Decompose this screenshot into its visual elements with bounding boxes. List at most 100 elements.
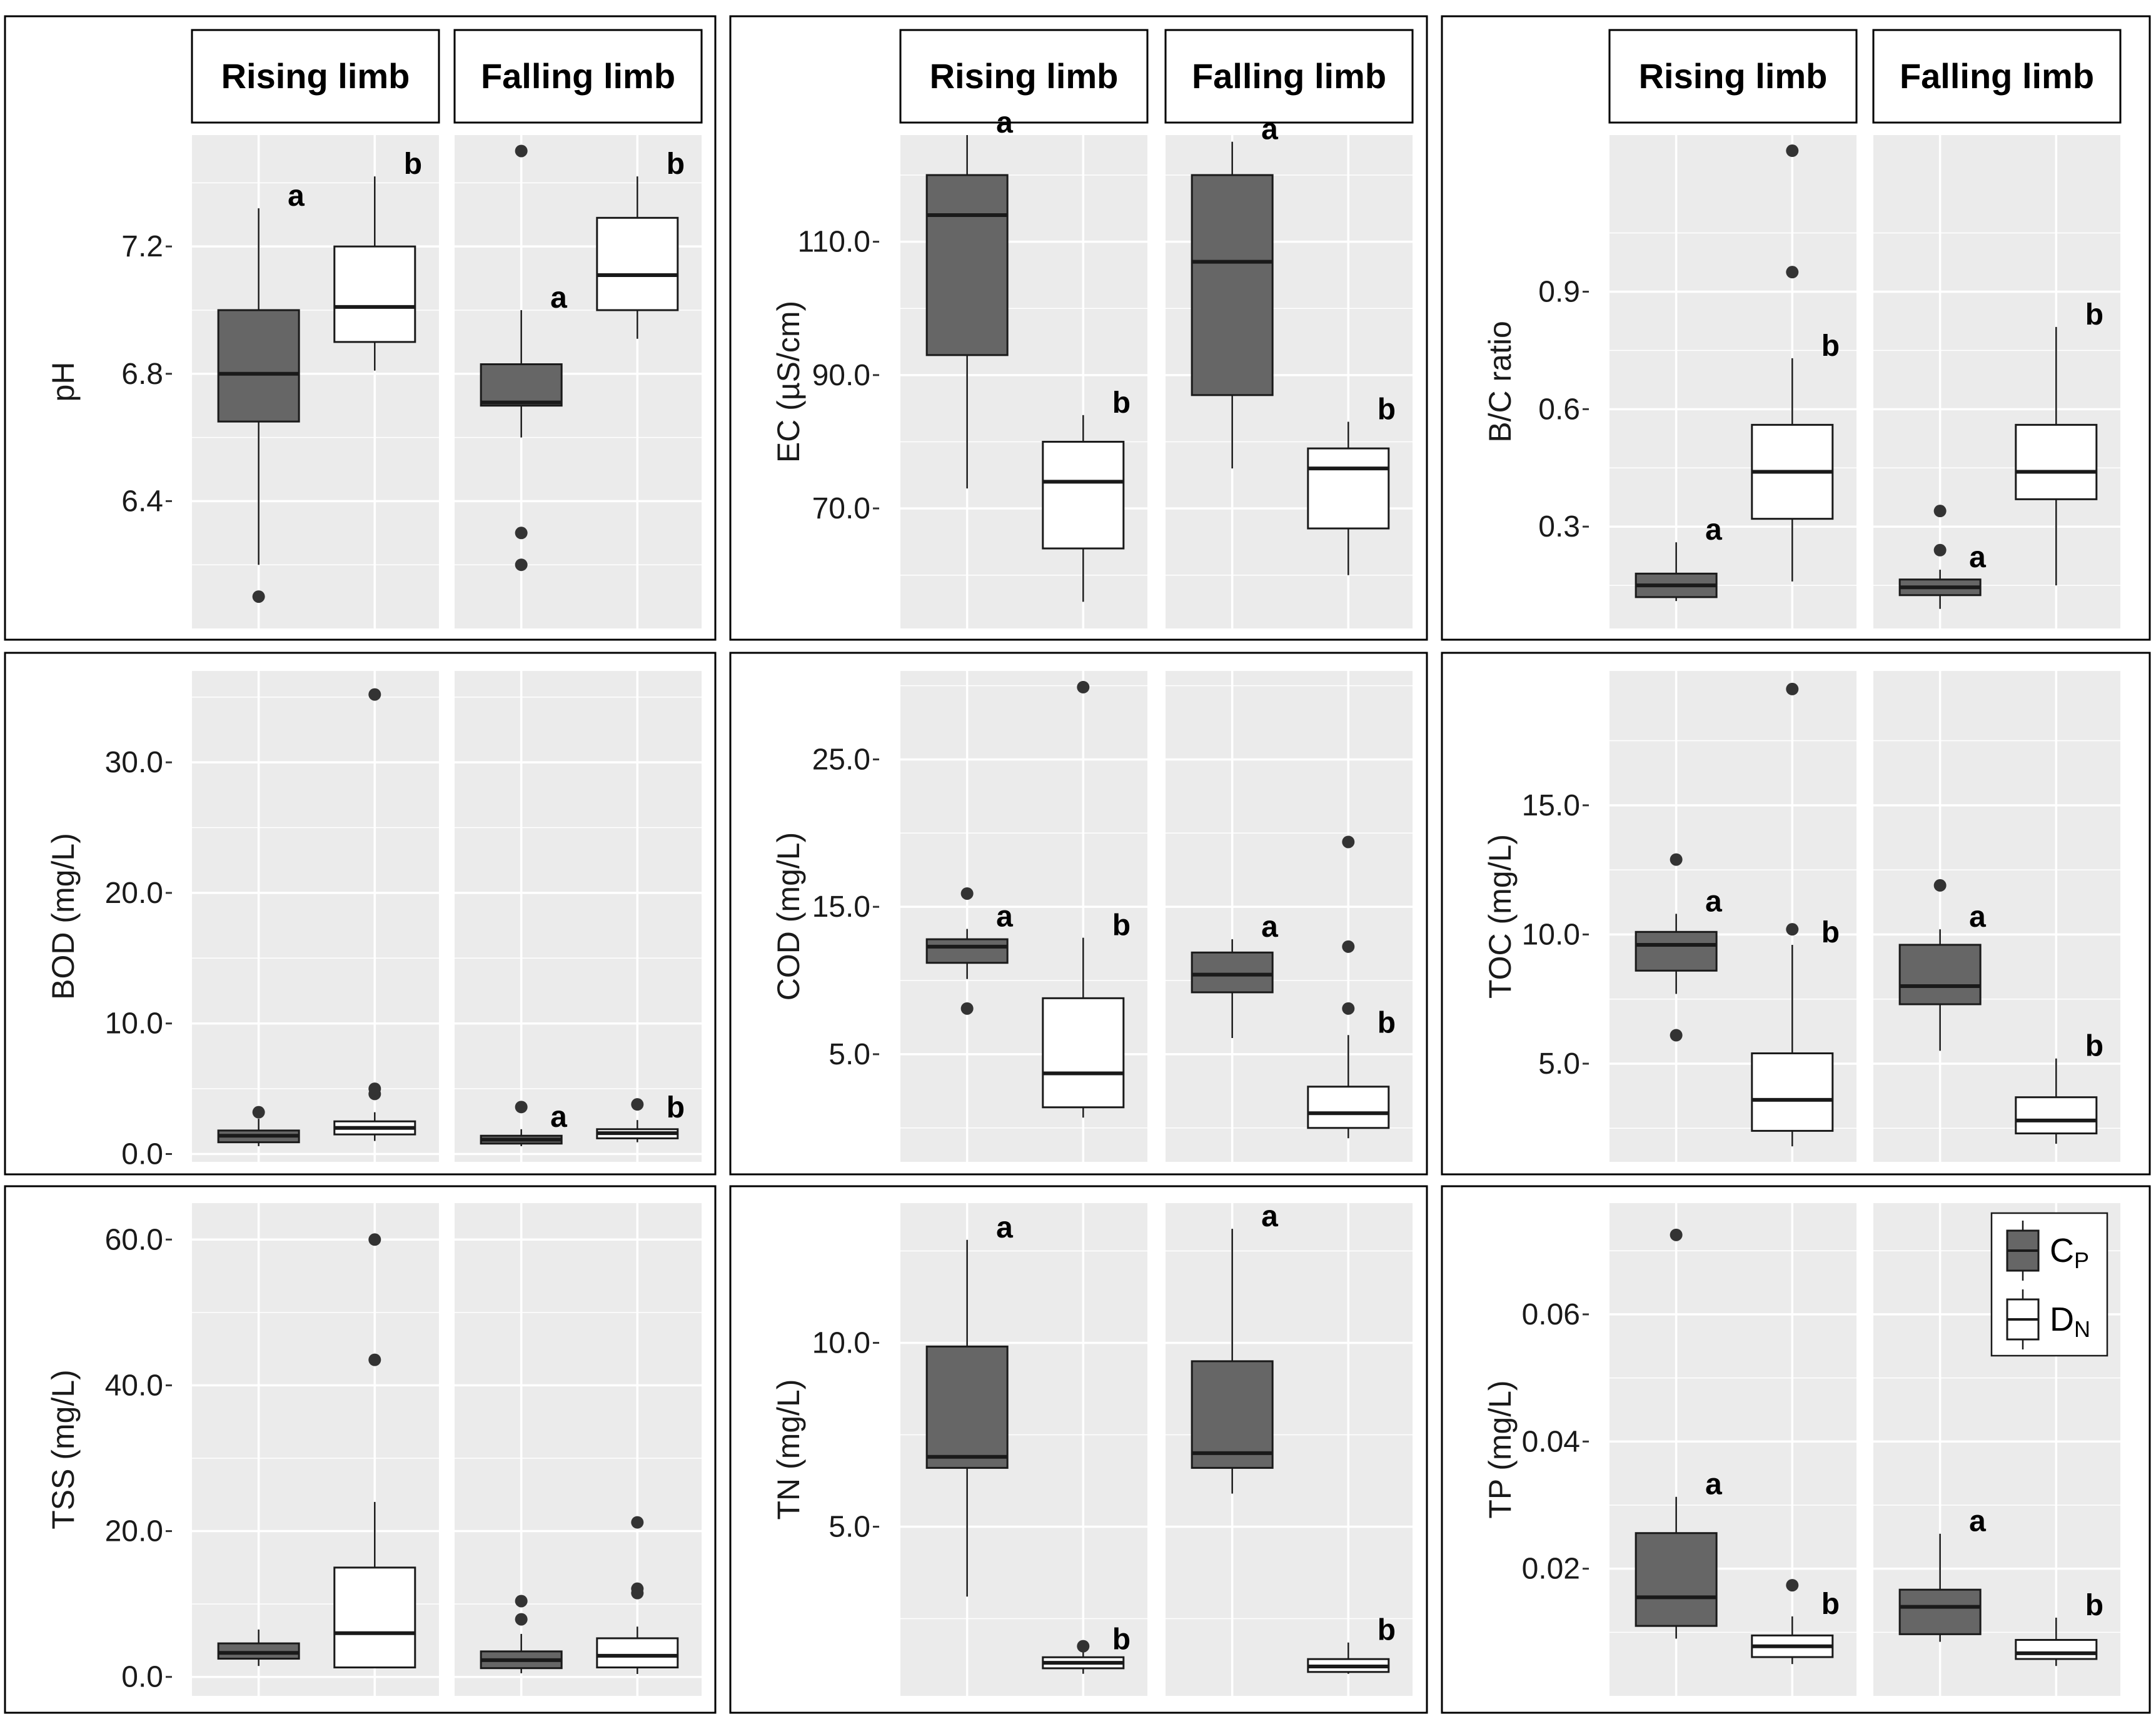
plot-panel-7: TSS (mg/L) 0.0 20.0 40.0 60.0: [4, 1185, 717, 1714]
box-cp: a: [1635, 853, 1722, 1042]
box-cp: a: [1191, 910, 1278, 1038]
plot-panel-8: TN (mg/L) 5.0 10.0 a b a b: [729, 1185, 1428, 1714]
facet-rising: [192, 671, 439, 1162]
facet-falling: ab: [1166, 113, 1413, 628]
y-tick-label: 90.0: [812, 359, 870, 392]
outlier-point: [252, 1106, 265, 1119]
facet-falling: [455, 1203, 702, 1696]
facet-label: Falling limb: [1900, 56, 2094, 96]
box-dn: b: [1042, 1623, 1131, 1674]
box-cp: a: [1635, 513, 1722, 602]
y-tick-label: 25.0: [812, 743, 870, 776]
y-tick-label: 10.0: [105, 1007, 163, 1041]
box-dn: [596, 1516, 679, 1675]
legend-label-subscript: P: [2074, 1248, 2089, 1273]
facet-label: Falling limb: [481, 56, 675, 96]
significance-letter: a: [996, 1211, 1013, 1244]
significance-letter: b: [1821, 916, 1840, 949]
outlier-point: [631, 1582, 644, 1595]
y-axis-title: BOD (mg/L): [46, 833, 81, 1000]
box-cp: a: [1898, 879, 1986, 1051]
y-tick-label: 0.06: [1522, 1298, 1580, 1331]
box-iqr: [217, 309, 300, 423]
significance-letter: b: [1821, 1588, 1840, 1621]
y-axis-title: TSS (mg/L): [46, 1369, 81, 1530]
significance-letter: b: [2085, 1030, 2103, 1063]
box-iqr: [333, 245, 416, 343]
box-iqr: [2015, 423, 2098, 500]
outlier-point: [1670, 1228, 1683, 1241]
box-iqr: [1191, 1360, 1274, 1469]
outlier-point: [960, 887, 974, 900]
y-axis-title: TP (mg/L): [1483, 1380, 1518, 1518]
box-cp: a: [1898, 505, 1986, 609]
y-tick-label: 110.0: [797, 226, 870, 259]
legend-key-p: [2006, 1221, 2040, 1281]
panel-background: [192, 671, 439, 1162]
box-cp: a: [925, 106, 1013, 489]
box-iqr: [1751, 1052, 1834, 1132]
box-iqr: [1635, 1532, 1718, 1627]
y-tick-label: 7.2: [121, 230, 163, 263]
box-dn: b: [1307, 393, 1396, 575]
panel-frame: [1441, 1185, 2151, 1714]
significance-letter: b: [1378, 1006, 1396, 1039]
outlier-point: [515, 1595, 528, 1608]
y-tick-label: 0.0: [121, 1661, 163, 1694]
significance-letter: a: [1705, 513, 1722, 547]
plot-panel-6: TOC (mg/L)5.010.015.0ab ab: [1441, 652, 2151, 1176]
y-tick-label: 70.0: [812, 492, 870, 525]
y-tick-label: 5.0: [829, 1510, 870, 1543]
panel-background: [455, 1203, 702, 1696]
facet-falling: ab: [1873, 671, 2120, 1162]
box-cp: [480, 1595, 563, 1673]
y-axis-title: TN (mg/L): [771, 1379, 806, 1520]
significance-letter: b: [1112, 386, 1131, 420]
legend-label-subscript: N: [2074, 1316, 2090, 1342]
box-iqr: [1307, 447, 1390, 530]
outlier-point: [515, 144, 528, 158]
panel-frame: [4, 15, 717, 641]
box-dn: b: [333, 148, 422, 371]
outlier-point: [515, 558, 528, 572]
panel-background: [455, 671, 702, 1162]
box-dn: b: [1042, 386, 1131, 602]
y-tick-label: 15.0: [1522, 789, 1580, 822]
y-axis-title: B/C ratio: [1483, 321, 1518, 443]
y-tick-label: 30.0: [105, 746, 163, 779]
box-dn: b: [1751, 144, 1840, 582]
legend-label-main: D: [2050, 1301, 2074, 1338]
significance-letter: a: [288, 179, 305, 213]
significance-letter: a: [1705, 1468, 1722, 1501]
outlier-point: [368, 1082, 381, 1096]
y-tick-label: 0.02: [1522, 1553, 1580, 1586]
legend: CP DN: [1990, 1212, 2108, 1357]
facet-strip: [899, 29, 1149, 124]
box-dn: b: [1307, 1614, 1396, 1674]
box-dn: b: [596, 1091, 685, 1142]
facet-rising: ab: [1609, 135, 1856, 628]
outlier-point: [1786, 266, 1799, 279]
significance-letter: b: [1112, 1623, 1131, 1656]
facet-falling: ab: [1166, 671, 1413, 1162]
outlier-point: [1786, 144, 1799, 158]
box-iqr: [480, 363, 563, 407]
box-cp: a: [925, 887, 1013, 1015]
panel-frame: [1441, 652, 2151, 1176]
box-cp: a: [1191, 1200, 1278, 1494]
legend-key-n: [2006, 1289, 2040, 1349]
y-tick-label: 10.0: [812, 1326, 870, 1359]
box-cp: a: [480, 1101, 567, 1146]
box-cp: a: [217, 179, 305, 603]
y-tick-label: 60.0: [105, 1223, 163, 1256]
box-iqr: [1898, 944, 1982, 1006]
plot-panel-2: EC (µS/cm)70.0 90.0 110.0 Rising limb Fallin…: [729, 15, 1428, 641]
y-tick-label: 0.04: [1522, 1425, 1580, 1458]
box-cp: a: [1635, 1228, 1722, 1639]
significance-letter: a: [1261, 1200, 1278, 1233]
facet-strip: [1164, 29, 1414, 124]
significance-letter: b: [667, 148, 685, 181]
facet-rising: ab: [192, 135, 439, 628]
